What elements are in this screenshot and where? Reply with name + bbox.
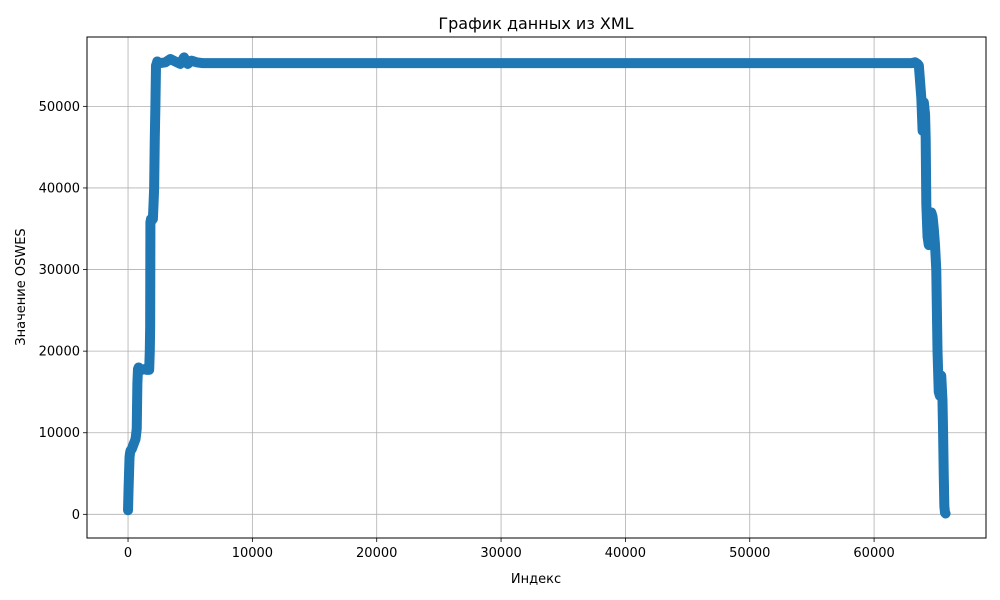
plot-frame [86,36,987,539]
x-tick-label: 0 [124,546,132,561]
x-tick-label: 30000 [480,546,521,561]
series-line [123,52,951,519]
grid [87,37,986,538]
y-tick-label: 0 [72,508,80,523]
x-tick-label: 10000 [232,546,273,561]
x-axis-label: Индекс [511,572,561,587]
ticks: 0 10000 20000 30000 40000 50000 60000 0 10000 200… [39,100,895,561]
x-tick-label: 50000 [729,546,770,561]
series-group [123,52,951,519]
y-tick-label: 50000 [39,100,80,115]
y-axis-label: Значение OSWES [14,228,29,345]
x-tick-label: 60000 [853,546,894,561]
y-tick-label: 20000 [39,345,80,360]
chart-title: График данных из XML [438,14,633,33]
y-tick-label: 30000 [39,263,80,278]
y-tick-label: 10000 [39,426,80,441]
x-tick-label: 40000 [605,546,646,561]
y-tick-label: 40000 [39,181,80,196]
x-tick-label: 20000 [356,546,397,561]
